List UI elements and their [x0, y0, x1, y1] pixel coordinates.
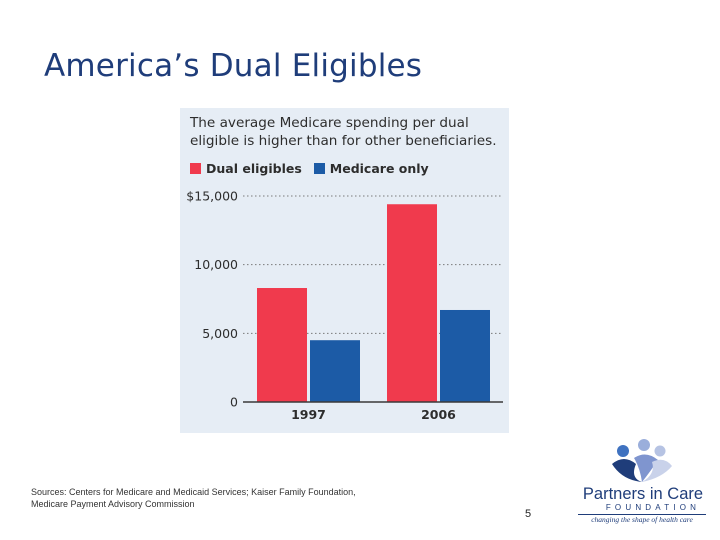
legend-item-dual-eligibles: Dual eligibles — [190, 161, 302, 176]
y-tick-label-2: 10,000 — [194, 257, 238, 272]
sources-line-2: Medicare Payment Advisory Commission — [31, 499, 195, 509]
chart-title: The average Medicare spending per dual e… — [190, 115, 497, 149]
logo-name: Partners in Care — [582, 485, 704, 503]
bar-dual-2006 — [387, 204, 437, 402]
partners-in-care-logo: Partners in Care FOUNDATION changing the… — [572, 438, 712, 528]
page-number: 5 — [525, 508, 532, 520]
chart-panel: The average Medicare spending per dual e… — [180, 108, 509, 433]
logo-foundation: FOUNDATION — [605, 503, 701, 512]
x-tick-label-2006: 2006 — [421, 407, 456, 422]
sources-line-1: Sources: Centers for Medicare and Medica… — [31, 487, 356, 497]
sources-note: Sources: Centers for Medicare and Medica… — [31, 486, 391, 510]
legend-label-dual: Dual eligibles — [206, 160, 302, 176]
slide-title: America’s Dual Eligibles — [44, 48, 423, 84]
y-tick-label-1: 5,000 — [202, 326, 238, 341]
bar-chart: 0 5,000 10,000 $15,000 1997 2006 — [186, 189, 503, 422]
logo-tagline: changing the shape of health care — [591, 515, 693, 524]
bar-dual-1997 — [257, 288, 307, 402]
bar-medicare-1997 — [310, 340, 360, 402]
legend-swatch-dual — [190, 162, 201, 174]
legend-label-medicare: Medicare only — [329, 160, 429, 176]
bar-medicare-2006 — [440, 309, 490, 402]
people-emblem-icon — [612, 439, 672, 482]
y-tick-label-0: 0 — [230, 395, 238, 410]
chart-legend: Dual eligibles Medicare only — [190, 160, 441, 176]
legend-swatch-medicare — [313, 162, 325, 174]
x-tick-label-1997: 1997 — [291, 407, 326, 422]
logo-divider — [578, 514, 706, 515]
y-tick-label-3: $15,000 — [186, 189, 238, 204]
legend-item-medicare-only: Medicare only — [313, 160, 429, 176]
